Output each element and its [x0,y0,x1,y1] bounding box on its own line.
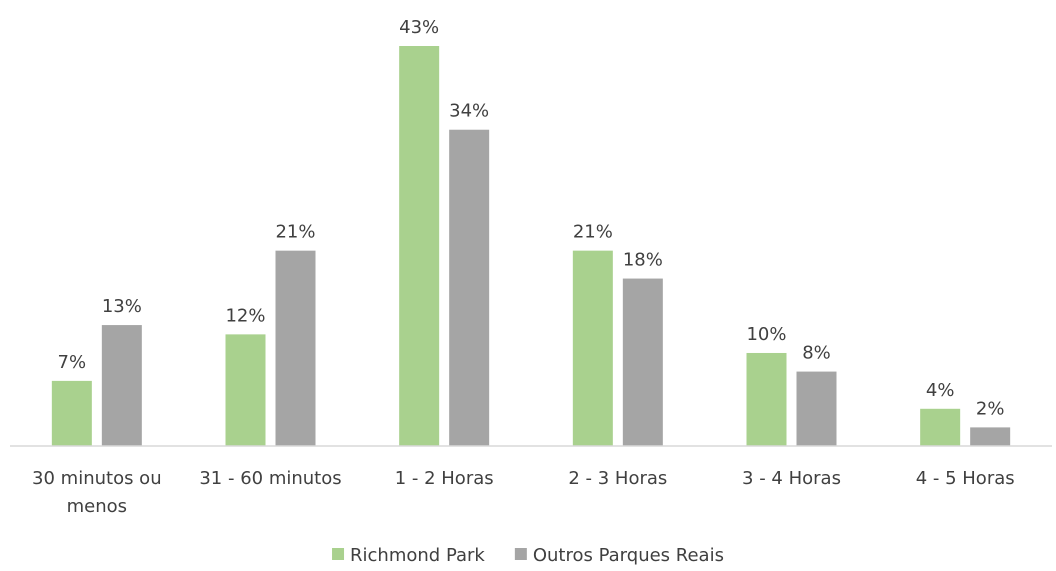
category-label: 4 - 5 Horas [916,468,1015,489]
bar-outros-parques-reais-3 [622,278,663,446]
data-label: 21% [275,222,315,243]
data-label: 2% [976,398,1005,419]
data-label: 8% [802,343,831,364]
category-labels-layer: 30 minutos ou menos 31 - 60 minutos 1 - 2 H… [32,468,1015,517]
legend-label: Outros Parques Reais [533,545,724,566]
bar-outros-parques-reais-4 [796,371,837,446]
bar-richmond-park-5 [920,408,961,446]
data-label: 34% [449,101,489,122]
data-label: 13% [102,296,142,317]
data-label: 10% [746,324,786,345]
category-label: 2 - 3 Horas [568,468,667,489]
bar-richmond-park-0 [51,380,92,446]
legend-swatch [332,548,345,560]
bar-outros-parques-reais-0 [101,325,142,446]
bar-richmond-park-1 [225,334,266,446]
data-label: 12% [225,305,265,326]
legend-swatch [514,548,527,560]
data-labels-layer: 7% 13% 12% 21% 43% 34% 21% 18% 10% 8% 4% 2% [58,17,1005,419]
category-label: 31 - 60 minutos [199,468,341,489]
data-label: 43% [399,17,439,38]
category-label: 30 minutos ou menos [32,468,162,517]
bar-outros-parques-reais-1 [275,250,316,446]
bar-richmond-park-3 [572,250,613,446]
category-label: 1 - 2 Horas [395,468,494,489]
category-label: 3 - 4 Horas [742,468,841,489]
bar-richmond-park-4 [746,352,787,446]
bar-richmond-park-2 [399,46,440,446]
bar-outros-parques-reais-5 [970,427,1011,446]
data-label: 21% [573,222,613,243]
legend: Richmond Park Outros Parques Reais [332,545,724,566]
data-label: 4% [926,380,955,401]
bar-outros-parques-reais-2 [449,129,490,446]
data-label: 7% [58,352,87,373]
legend-label: Richmond Park [350,545,485,566]
data-label: 18% [623,250,663,271]
bars-layer [51,46,1011,446]
